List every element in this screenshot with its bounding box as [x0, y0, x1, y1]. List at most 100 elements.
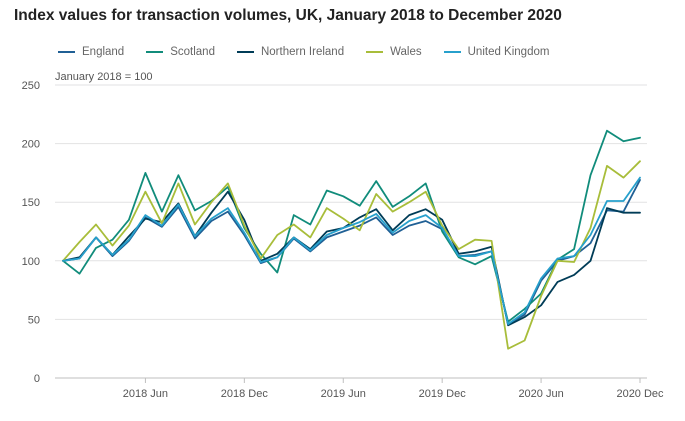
- data-point: [177, 182, 180, 185]
- data-point: [622, 176, 625, 179]
- data-point: [111, 238, 114, 241]
- data-point: [408, 214, 411, 217]
- y-tick-label-50: 50: [28, 314, 40, 326]
- x-tick-label-3: 2019 Dec: [419, 388, 467, 400]
- data-point: [408, 224, 411, 227]
- data-point: [523, 339, 526, 342]
- data-point: [144, 190, 147, 193]
- data-point: [127, 218, 130, 221]
- x-tick-label-4: 2020 Jun: [518, 388, 563, 400]
- data-point: [276, 271, 279, 274]
- data-point: [408, 201, 411, 204]
- data-point: [622, 211, 625, 214]
- data-point: [375, 192, 378, 195]
- data-point: [111, 244, 114, 247]
- data-point: [441, 226, 444, 229]
- data-point: [292, 236, 295, 239]
- data-point: [441, 218, 444, 221]
- data-point: [144, 171, 147, 174]
- chart-title: Index values for transaction volumes, UK…: [14, 7, 562, 24]
- data-point: [226, 207, 229, 210]
- data-point: [573, 260, 576, 263]
- legend-item-united-kingdom: United Kingdom: [443, 46, 549, 58]
- data-point: [474, 250, 477, 253]
- data-point: [622, 199, 625, 202]
- data-point: [391, 231, 394, 234]
- data-point: [325, 230, 328, 233]
- data-point: [638, 136, 641, 139]
- data-point: [325, 233, 328, 236]
- x-tick-label-0: 2018 Jun: [123, 388, 168, 400]
- data-point: [490, 239, 493, 242]
- data-point: [309, 223, 312, 226]
- data-point: [375, 208, 378, 211]
- data-point: [589, 242, 592, 245]
- data-point: [226, 182, 229, 185]
- data-point: [78, 240, 81, 243]
- data-point: [160, 224, 163, 227]
- data-point: [243, 231, 246, 234]
- data-point: [210, 211, 213, 214]
- data-point: [507, 347, 510, 350]
- data-point: [408, 195, 411, 198]
- x-tick-label-2: 2019 Jun: [321, 388, 366, 400]
- data-point: [276, 233, 279, 236]
- data-point: [358, 221, 361, 224]
- data-point: [193, 209, 196, 212]
- legend: England Scotland Northern Ireland Wales Unit…: [58, 46, 571, 58]
- data-point: [556, 280, 559, 283]
- data-point: [457, 248, 460, 251]
- data-point: [342, 230, 345, 233]
- data-point: [358, 216, 361, 219]
- series-line-united-kingdom: [62, 176, 641, 326]
- data-point: [375, 212, 378, 215]
- data-point: [78, 272, 81, 275]
- data-point: [309, 249, 312, 252]
- data-point: [408, 219, 411, 222]
- data-point: [490, 250, 493, 253]
- data-point: [193, 235, 196, 238]
- data-point: [605, 199, 608, 202]
- data-point: [589, 226, 592, 229]
- legend-swatch: [366, 51, 384, 53]
- data-point: [622, 140, 625, 143]
- y-tick-label-0: 0: [34, 373, 40, 385]
- data-point: [127, 238, 130, 241]
- legend-swatch: [146, 51, 164, 53]
- x-tick-label-1: 2018 Dec: [221, 388, 269, 400]
- data-point: [424, 219, 427, 222]
- legend-item-england: England: [58, 46, 124, 58]
- data-point: [325, 207, 328, 210]
- data-point: [540, 294, 543, 297]
- y-tick-label-100: 100: [22, 256, 40, 268]
- data-point: [292, 214, 295, 217]
- data-point: [177, 174, 180, 177]
- data-point: [94, 246, 97, 249]
- data-point: [61, 259, 64, 262]
- legend-swatch: [443, 51, 461, 53]
- legend-swatch: [58, 51, 75, 53]
- legend-label: Northern Ireland: [260, 46, 345, 58]
- data-point: [573, 248, 576, 251]
- data-point: [193, 223, 196, 226]
- x-tick-label-5: 2020 Dec: [616, 388, 664, 400]
- series-line-scotland: [62, 129, 641, 323]
- data-point: [424, 214, 427, 217]
- data-point: [474, 255, 477, 258]
- data-point: [573, 273, 576, 276]
- data-point: [507, 323, 510, 326]
- data-point: [573, 255, 576, 258]
- data-point: [111, 253, 114, 256]
- data-point: [78, 257, 81, 260]
- series-line-wales: [62, 160, 641, 350]
- data-point: [342, 226, 345, 229]
- series-line-england: [62, 178, 641, 326]
- series-scotland: [62, 129, 641, 323]
- data-point: [391, 210, 394, 213]
- data-point: [523, 311, 526, 314]
- data-point: [457, 255, 460, 258]
- data-point: [309, 236, 312, 239]
- data-point: [474, 238, 477, 241]
- data-point: [424, 208, 427, 211]
- legend-item-northern-ireland: Northern Ireland: [236, 46, 345, 58]
